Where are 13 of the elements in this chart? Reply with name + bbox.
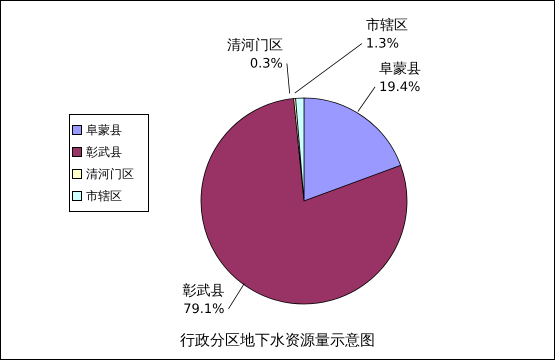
slice-label: 清河门区 [226,38,283,54]
legend-label: 清河门区 [85,166,134,183]
data-label: 0.3% [250,56,283,72]
legend-label: 彰武县 [85,144,123,161]
data-label: 79.1% [183,302,225,317]
slice-label: 市辖区 [366,18,408,34]
slice-label: 彰武县 [182,282,225,299]
legend-label: 阜蒙县 [85,122,123,139]
data-label: 1.3% [366,36,399,52]
slice-label: 阜蒙县 [379,60,422,77]
text: 行政分区地下水资源量示意图 [179,331,376,350]
data-label: 19.4% [379,80,420,95]
legend-label: 市辖区 [85,188,123,205]
